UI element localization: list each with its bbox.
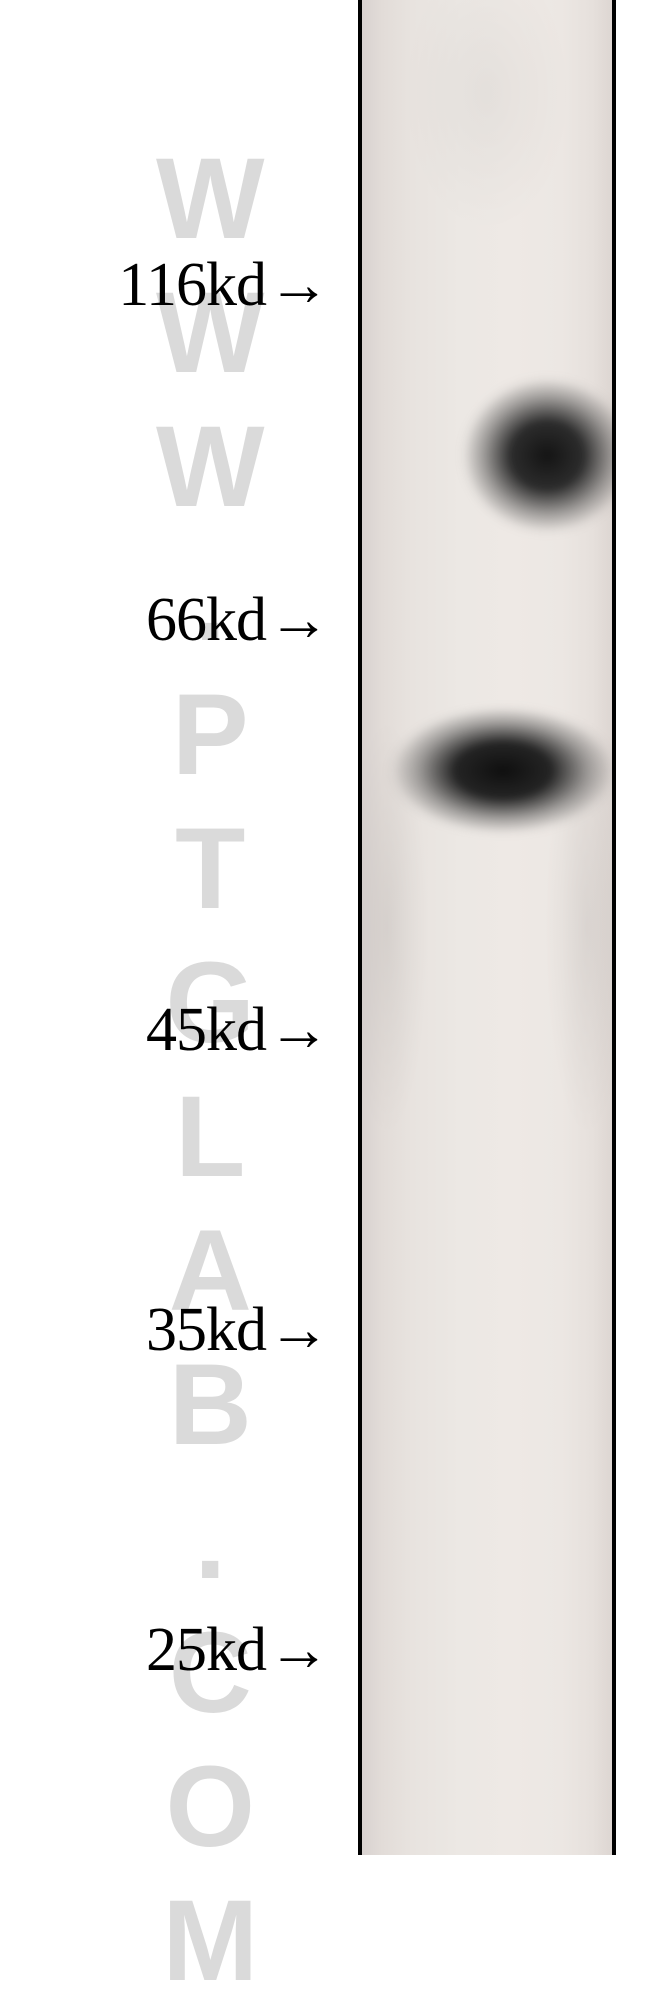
marker-label-text: 66kd	[146, 585, 266, 656]
arrow-right-icon: →	[268, 250, 330, 321]
blot-figure: WWW.PTGLAB.COM 116kd→66kd→45kd→35kd→25kd…	[0, 0, 650, 1855]
marker-116kd: 116kd→	[118, 245, 330, 325]
marker-45kd: 45kd→	[146, 990, 330, 1070]
arrow-right-icon: →	[268, 1295, 330, 1366]
marker-label-text: 116kd	[118, 250, 266, 321]
marker-label-text: 25kd	[146, 1615, 266, 1686]
arrow-right-icon: →	[268, 585, 330, 656]
arrow-right-icon: →	[268, 995, 330, 1066]
marker-25kd: 25kd→	[146, 1610, 330, 1690]
marker-label-text: 35kd	[146, 1295, 266, 1366]
marker-labels-layer: 116kd→66kd→45kd→35kd→25kd→	[0, 0, 650, 1855]
marker-66kd: 66kd→	[146, 580, 330, 660]
arrow-right-icon: →	[268, 1615, 330, 1686]
marker-35kd: 35kd→	[146, 1290, 330, 1370]
marker-label-text: 45kd	[146, 995, 266, 1066]
